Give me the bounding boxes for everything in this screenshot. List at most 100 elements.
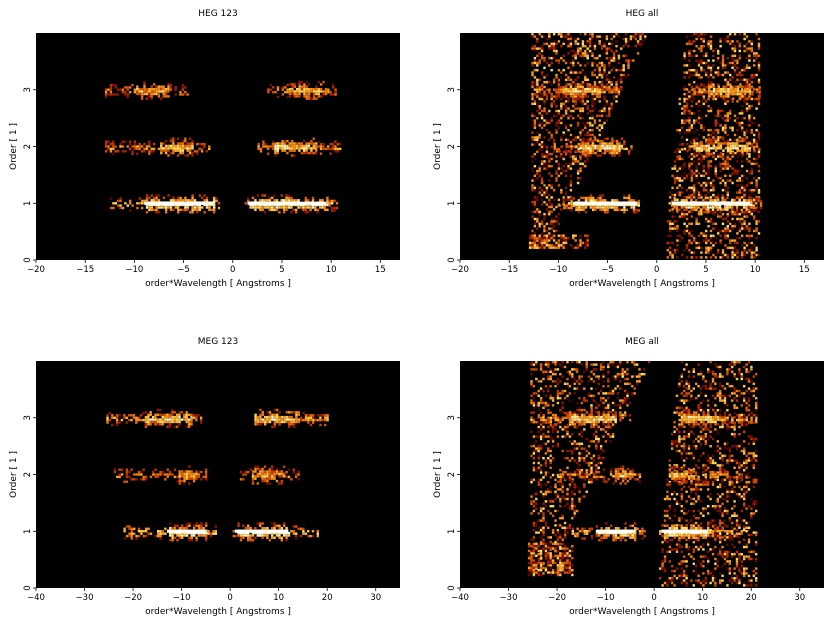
band-cell — [259, 470, 262, 473]
band-cell — [570, 204, 573, 207]
heatmap-cell — [688, 59, 691, 62]
band-cell — [185, 522, 189, 525]
band-cell — [605, 88, 609, 91]
heatmap-cell — [539, 365, 543, 369]
band-cell — [579, 85, 582, 88]
band-cell — [276, 86, 280, 89]
heatmap-cell — [753, 145, 756, 149]
band-cell — [298, 144, 301, 148]
band-cell — [274, 147, 277, 150]
heatmap-cell — [542, 529, 545, 532]
heatmap-cell — [617, 78, 621, 81]
band-cell — [286, 88, 289, 91]
heatmap-cell — [538, 112, 541, 115]
band-cell — [195, 539, 198, 542]
heatmap-cell — [719, 40, 722, 43]
heatmap-cell — [548, 239, 551, 242]
band-cell — [712, 142, 715, 145]
heatmap-cell — [574, 102, 577, 105]
band-cell — [176, 149, 180, 152]
heatmap-cell — [705, 138, 708, 141]
band-cell — [741, 139, 744, 143]
heatmap-cell — [569, 141, 573, 144]
heatmap-cell — [549, 497, 552, 501]
band-cell — [297, 203, 300, 207]
heatmap-cell — [707, 174, 710, 177]
heatmap-cell — [572, 49, 575, 53]
heatmap-cell — [707, 191, 710, 194]
heatmap-cell — [705, 184, 708, 187]
heatmap-cell — [632, 59, 635, 62]
band-cell — [268, 420, 272, 424]
band-cell — [686, 150, 689, 153]
heatmap-cell — [593, 119, 597, 122]
band-cell — [164, 95, 168, 98]
heatmap-cell — [693, 97, 696, 101]
heatmap-cell — [551, 555, 555, 558]
heatmap-cell — [530, 454, 533, 457]
heatmap-cell — [533, 61, 537, 65]
heatmap-cell — [693, 153, 696, 156]
band-cell — [572, 145, 576, 148]
band-cell — [732, 92, 735, 96]
band-cell — [740, 208, 743, 212]
heatmap-cell — [617, 85, 621, 89]
band-cell — [174, 206, 177, 209]
heatmap-cell — [551, 399, 555, 402]
band-cell — [188, 475, 191, 478]
heatmap-cell — [554, 428, 557, 431]
heatmap-cell — [757, 153, 761, 156]
band-cell — [283, 139, 287, 143]
band-cell — [268, 475, 271, 478]
band-cell — [312, 90, 316, 93]
band-cell — [154, 413, 157, 416]
heatmap-cell — [666, 241, 669, 245]
heatmap-cell — [556, 445, 560, 448]
heatmap-cell — [695, 54, 698, 57]
heatmap-cell — [707, 133, 710, 137]
heatmap-cell — [567, 33, 570, 36]
heatmap-cell — [586, 241, 589, 245]
heatmap-cell — [748, 153, 751, 156]
band-cell — [601, 208, 604, 212]
heatmap-cell — [700, 69, 703, 72]
band-cell — [574, 88, 577, 91]
heatmap-cell — [536, 227, 539, 230]
band-cell — [171, 531, 174, 535]
heatmap-cell — [753, 251, 756, 254]
band-cell — [698, 147, 701, 150]
band-cell — [565, 142, 568, 146]
heatmap-cell — [548, 153, 551, 156]
heatmap-cell — [548, 244, 551, 247]
heatmap-cell — [542, 514, 545, 517]
heatmap-cell — [685, 93, 689, 96]
band-cell — [755, 206, 758, 210]
heatmap-cell — [588, 109, 592, 113]
band-cell — [138, 88, 141, 91]
band-cell — [312, 414, 315, 417]
band-cell — [315, 149, 318, 152]
band-cell — [142, 478, 145, 481]
band-cell — [719, 147, 723, 150]
heatmap-cell — [683, 165, 686, 168]
heatmap-cell — [697, 121, 701, 125]
band-cell — [324, 147, 327, 151]
heatmap-cell — [688, 49, 691, 53]
heatmap-cell — [533, 119, 537, 122]
band-cell — [582, 142, 585, 145]
heatmap-cell — [743, 37, 746, 41]
heatmap-cell — [547, 536, 550, 539]
heatmap-cell — [741, 234, 744, 237]
heatmap-cell — [707, 167, 710, 170]
band-cell — [133, 527, 136, 530]
band-cell — [618, 203, 621, 207]
heatmap-cell — [539, 464, 543, 467]
band-cell — [244, 470, 247, 474]
band-cell — [169, 539, 172, 542]
heatmap-cell — [709, 83, 713, 86]
band-cell — [321, 199, 324, 202]
band-cell — [268, 418, 272, 421]
band-cell — [160, 149, 163, 152]
band-cell — [161, 420, 164, 424]
heatmap-cell — [591, 64, 594, 67]
